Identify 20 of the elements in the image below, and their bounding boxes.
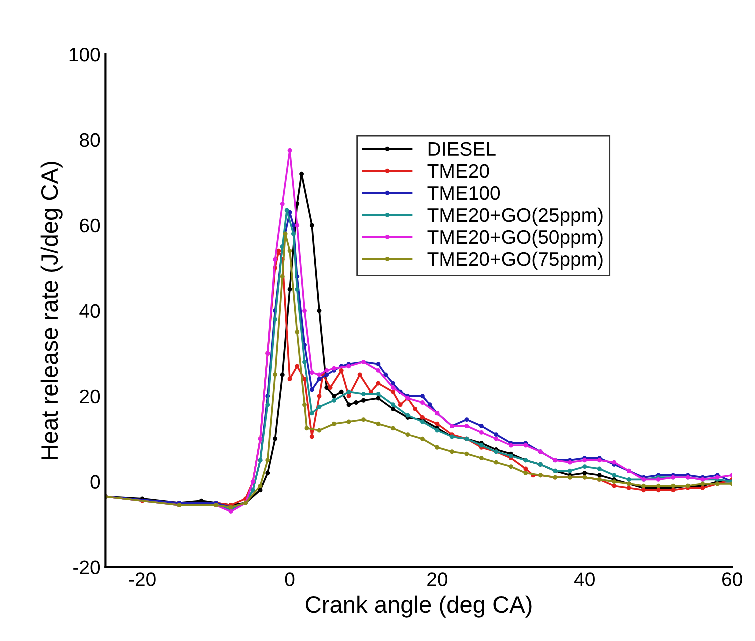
y-tick-label: 0 [90,475,100,490]
y-tick-label: 40 [80,304,100,318]
x-tick-label: 20 [428,572,448,586]
legend-label: DIESEL [428,142,496,156]
legend-label: TME20+GO(75ppm) [428,252,603,270]
x-tick-label: 0 [285,572,295,586]
y-axis-title: Heat release rate (J/deg CA) [40,162,63,460]
legend-label: TME20 [428,164,490,178]
y-tick-label: 80 [80,133,100,148]
legend-label: TME100 [428,186,500,200]
legend-label: TME20+GO(50ppm) [428,230,603,248]
y-tick-label: 100 [70,48,100,62]
x-tick-label: -20 [129,572,156,586]
legend-label: TME20+GO(25ppm) [428,208,603,226]
y-tick-label: -20 [74,560,100,575]
x-tick-label: 40 [574,572,595,586]
y-tick-label: 60 [80,218,100,233]
x-tick-label: 60 [722,572,742,586]
x-axis-title: Crank angle (deg CA) [306,596,532,618]
y-tick-label: 20 [80,390,100,404]
